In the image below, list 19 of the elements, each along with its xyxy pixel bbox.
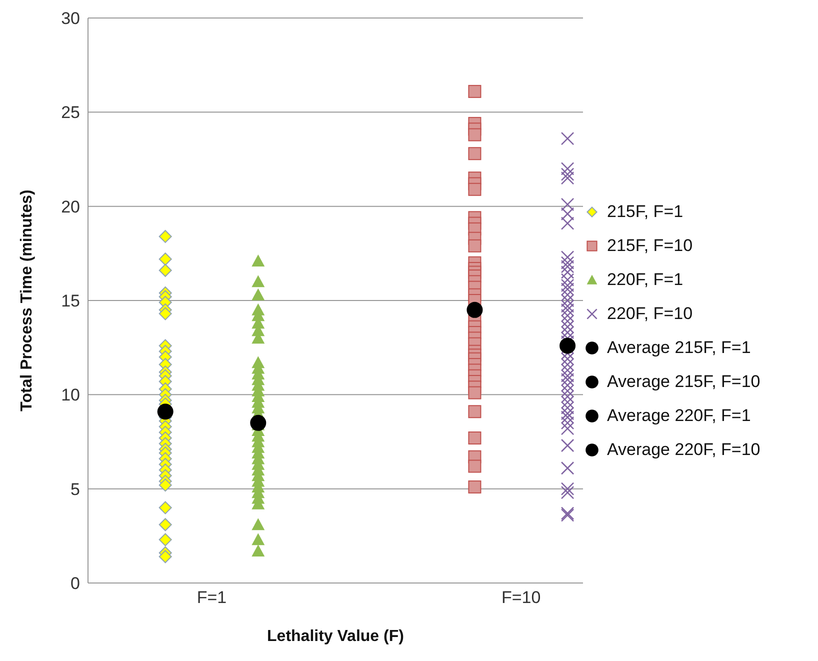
legend-label: 220F, F=10 [607,304,693,324]
x-axis-title: Lethality Value (F) [267,628,404,645]
legend-label: 215F, F=10 [607,236,693,256]
y-tick-label: 0 [70,574,80,594]
x-tick-label: F=10 [502,588,541,608]
legend-label: Average 220F, F=10 [607,440,760,460]
legend-label: 220F, F=1 [607,270,684,290]
y-tick-label: 15 [61,292,80,311]
y-tick-label: 10 [61,386,80,405]
legend-label: Average 215F, F=10 [607,372,760,392]
y-tick-label: 25 [61,103,80,122]
y-axis-title: Total Process Time (minutes) [18,190,36,412]
legend-label: Average 215F, F=1 [607,338,751,358]
y-tick-label: 5 [70,480,80,499]
x-tick-label: F=1 [196,588,227,608]
y-tick-label: 20 [61,197,80,216]
legend-label: 215F, F=1 [607,202,684,222]
legend-label: Average 220F, F=1 [607,406,751,426]
y-tick-label: 30 [61,9,80,28]
